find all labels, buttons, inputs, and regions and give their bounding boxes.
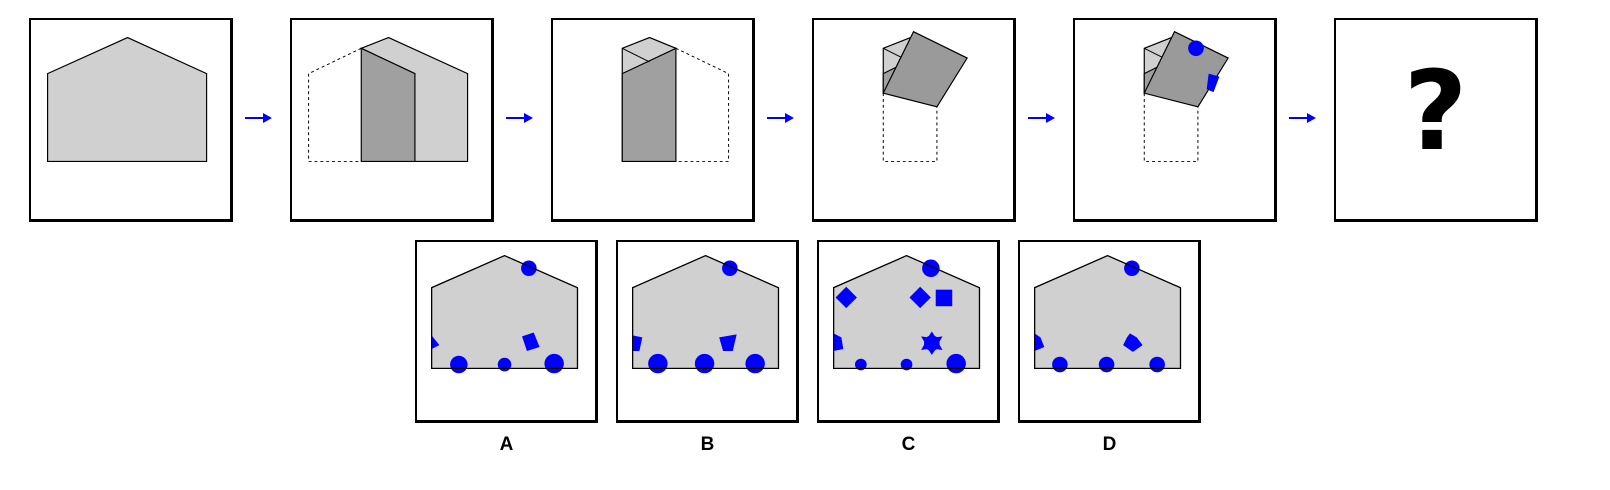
step-5-figure xyxy=(1143,30,1229,162)
option-a-panel[interactable] xyxy=(415,240,598,423)
paper-pentagon-outline xyxy=(833,254,981,370)
option-d-panel[interactable] xyxy=(1018,240,1201,423)
hole-shape xyxy=(1034,333,1045,351)
fold-ghost-outline xyxy=(675,47,730,162)
paper-pentagon-outline xyxy=(431,254,579,370)
step-4-figure xyxy=(882,30,968,162)
hole-circle xyxy=(544,353,564,374)
step-5-panel xyxy=(1073,18,1277,222)
punched-hole-square xyxy=(1206,73,1220,93)
question-panel: ? xyxy=(1334,18,1538,222)
hole-circle xyxy=(497,357,512,372)
option-a-label[interactable]: A xyxy=(499,434,514,455)
step-4-panel xyxy=(812,18,1016,222)
option-a-figure xyxy=(431,254,579,374)
right-arrow-icon xyxy=(506,113,533,123)
hole-circle xyxy=(745,353,765,374)
hole-circle xyxy=(1052,356,1068,373)
fold-ghost-outline xyxy=(882,93,938,162)
folded-flap xyxy=(360,47,416,163)
step-3-panel xyxy=(551,18,755,222)
paper-pentagon xyxy=(632,254,780,370)
hole-shape xyxy=(632,335,643,351)
right-arrow-icon xyxy=(1289,113,1316,123)
option-b-figure xyxy=(632,254,780,374)
paper-pentagon-outline xyxy=(632,254,780,370)
step-3-figure xyxy=(621,36,730,163)
fold-ghost-outline xyxy=(308,47,362,162)
hole-star xyxy=(921,331,943,355)
hole-shape xyxy=(431,335,440,349)
step-1-figure xyxy=(46,36,208,163)
hole-shape xyxy=(833,333,844,351)
fold-ghost-outline xyxy=(1143,93,1199,162)
paper-pentagon xyxy=(1034,254,1182,370)
paper-pentagon xyxy=(431,254,579,370)
hole-circle xyxy=(946,353,966,374)
punched-hole-circle xyxy=(1188,40,1204,57)
hole-shape xyxy=(719,334,737,351)
question-mark: ? xyxy=(1403,47,1468,175)
paper-pentagon-outline xyxy=(1034,254,1182,370)
diagonal-flap xyxy=(882,30,968,108)
hole-circle xyxy=(694,353,715,374)
hole-circle xyxy=(1098,356,1115,373)
folded-stack-front xyxy=(621,47,677,163)
paper-pentagon xyxy=(46,36,208,163)
hole-shape xyxy=(522,332,540,351)
hole-circle xyxy=(854,358,867,371)
hole-circle xyxy=(1149,356,1165,373)
right-arrow-icon xyxy=(1028,113,1055,123)
step-2-panel xyxy=(290,18,494,222)
option-c-figure xyxy=(833,254,981,374)
hole-shape xyxy=(1123,333,1143,352)
hole-circle xyxy=(450,355,468,374)
option-d-figure xyxy=(1034,254,1182,373)
right-arrow-icon xyxy=(767,113,794,123)
hole-circle xyxy=(648,353,668,374)
option-b-panel[interactable] xyxy=(616,240,799,423)
step-2-figure xyxy=(308,36,469,163)
hole-circle xyxy=(922,259,940,278)
right-arrow-icon xyxy=(245,113,272,123)
option-b-label[interactable]: B xyxy=(700,434,715,455)
paper-pentagon xyxy=(833,254,981,370)
option-d-label[interactable]: D xyxy=(1102,434,1117,455)
hole-diamond xyxy=(835,286,857,309)
step-1-panel xyxy=(29,18,233,222)
option-c-label[interactable]: C xyxy=(901,434,916,455)
option-c-panel[interactable] xyxy=(817,240,1000,423)
hole-diamond xyxy=(909,286,931,309)
hole-circle xyxy=(900,358,913,371)
hole-square xyxy=(935,289,953,307)
